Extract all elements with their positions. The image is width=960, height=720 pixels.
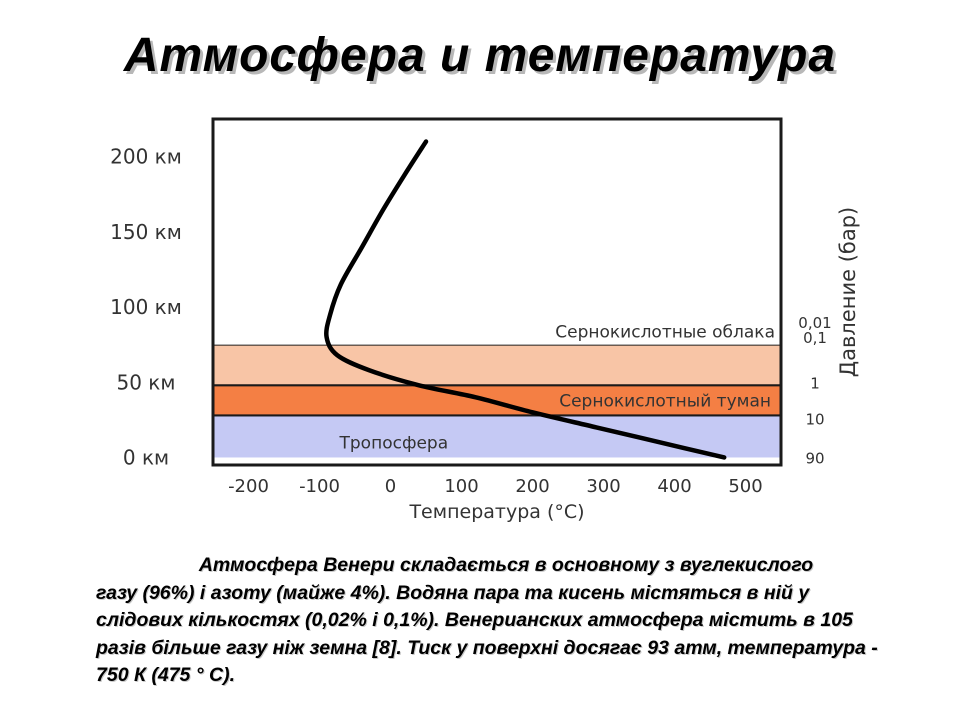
slide-title: Атмосфера и температура <box>123 29 837 82</box>
x-tick-label: -200 <box>228 476 269 497</box>
band-3 <box>213 231 781 345</box>
x-axis-ticks: -200 -100 0 100 200 300 400 500 <box>228 476 763 497</box>
x-tick-label: 100 <box>444 476 478 497</box>
temperature-altitude-chart: Тропосфера Сернокислотный туман Сернокисло… <box>110 117 860 523</box>
pressure-axis-ticks: 0,010,1 1 10 90 <box>798 314 831 467</box>
band-labels: Тропосфера Сернокислотный туман Сернокисло… <box>339 323 776 454</box>
band-label: Сернокислотные облака <box>555 323 775 343</box>
pressure-tick-label: 1 <box>810 374 820 392</box>
x-tick-label: 300 <box>586 476 620 497</box>
band-label: Сернокислотный туман <box>559 391 771 411</box>
x-tick-label: 0 <box>385 476 396 497</box>
atmosphere-bands <box>213 231 781 458</box>
x-tick-label: 400 <box>657 476 691 497</box>
description-line-1: Атмосфера Венери складається в основному… <box>198 554 814 576</box>
x-tick-label: 200 <box>515 476 549 497</box>
temperature-curve <box>324 139 727 460</box>
band-1 <box>213 385 781 416</box>
x-tick-label: -100 <box>299 476 340 497</box>
y-axis-ticks: 0 км 50 км 100 км 150 км 200 км <box>110 145 182 470</box>
pressure-tick-label: 90 <box>805 449 824 467</box>
y-tick-label: 0 км <box>123 445 169 469</box>
y-tick-label: 150 км <box>110 220 182 244</box>
pressure-tick-label: 0,01 <box>798 314 831 332</box>
y-tick-label: 50 км <box>117 370 176 394</box>
plot-frame <box>211 117 783 467</box>
band-2 <box>213 344 781 386</box>
band-label: Тропосфера <box>339 433 449 453</box>
pressure-tick-label: 10 <box>805 410 824 428</box>
y-tick-label: 200 км <box>110 145 182 169</box>
pressure-tick-label: 0,1 <box>803 329 827 347</box>
x-tick-label: 500 <box>728 476 762 497</box>
description-text: Атмосфера Венери складається в основному… <box>96 552 896 690</box>
y-tick-label: 100 км <box>110 295 182 319</box>
x-axis-label: Температура (°C) <box>408 501 584 523</box>
pressure-axis-label: Давление (бар) <box>836 207 860 378</box>
description-rest: газу (96%) і азоту (майже 4%). Водяна па… <box>96 581 878 687</box>
